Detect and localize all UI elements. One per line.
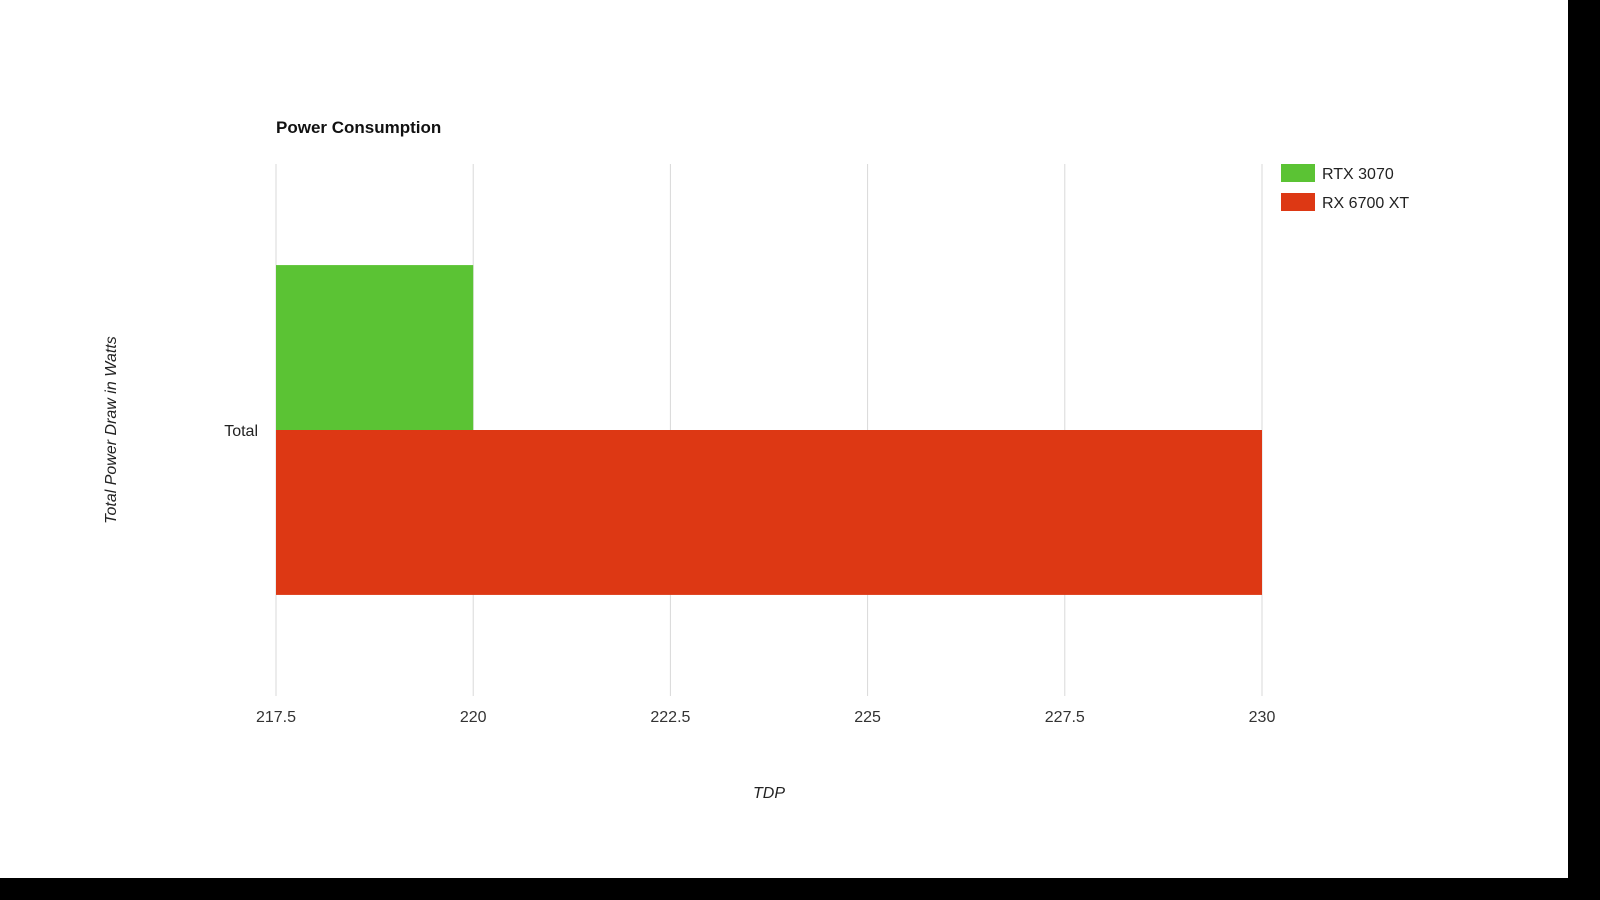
bar-rx-6700-xt (276, 430, 1262, 595)
bars (276, 265, 1262, 595)
legend: RTX 3070 RX 6700 XT (1281, 164, 1409, 212)
legend-label: RX 6700 XT (1322, 195, 1409, 212)
legend-swatch (1281, 193, 1315, 211)
bar-rtx-3070 (276, 265, 474, 430)
chart-canvas: Power Consumption 217.5 220 222.5 225 227.5 2… (0, 0, 1568, 878)
x-axis-label: TDP (753, 785, 785, 802)
chart-title: Power Consumption (276, 118, 441, 137)
x-tick-label: 227.5 (1045, 709, 1085, 726)
x-tick-label: 222.5 (650, 709, 690, 726)
x-axis-ticks: 217.5 220 222.5 225 227.5 230 (256, 709, 1275, 726)
y-tick-label: Total (224, 423, 258, 440)
x-tick-label: 220 (460, 709, 487, 726)
legend-swatch (1281, 164, 1315, 182)
x-tick-label: 225 (854, 709, 881, 726)
bar-chart: Power Consumption 217.5 220 222.5 225 227.5 2… (103, 118, 1409, 802)
x-tick-label: 230 (1249, 709, 1276, 726)
x-tick-label: 217.5 (256, 709, 296, 726)
y-axis-label: Total Power Draw in Watts (103, 336, 120, 524)
y-axis-ticks: Total (224, 423, 258, 440)
legend-label: RTX 3070 (1322, 166, 1394, 183)
